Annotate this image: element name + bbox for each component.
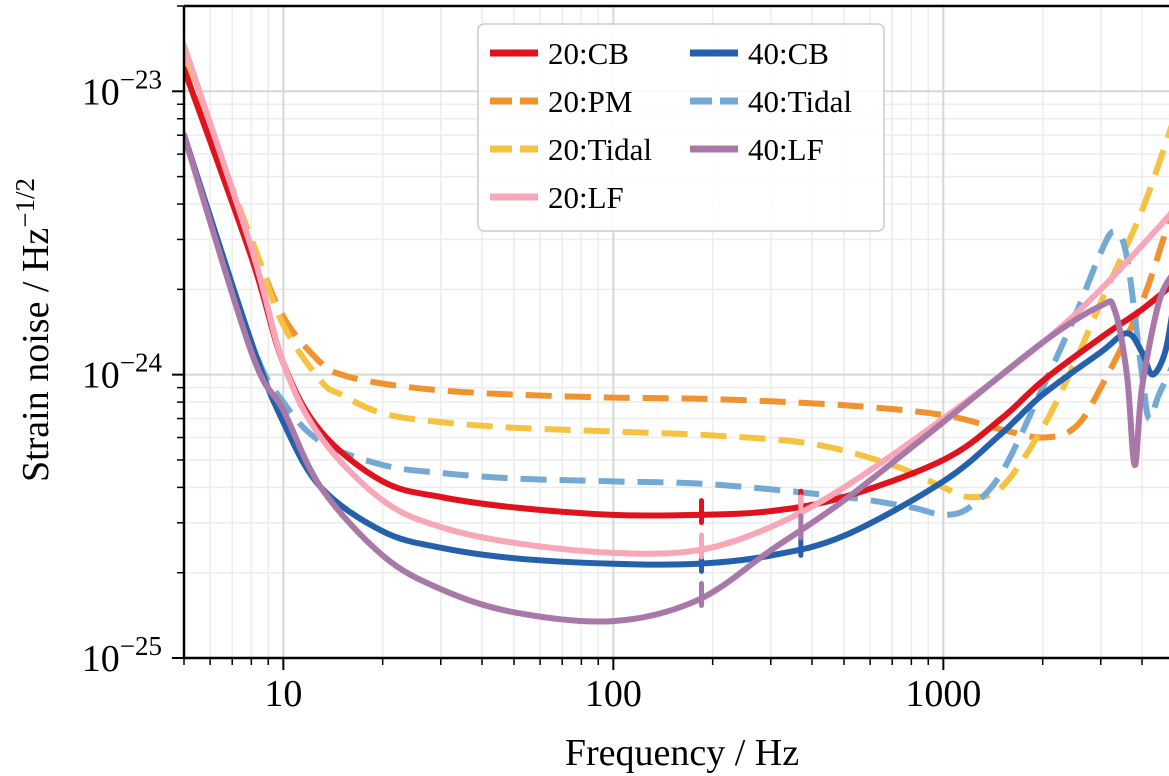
legend-box: [477, 23, 885, 232]
series-line-20-pm: [184, 57, 1169, 441]
x-tick-label: 1000: [905, 673, 981, 715]
legend-label: 20:Tidal: [548, 132, 652, 167]
y-tick-label-base: 10: [82, 638, 120, 680]
y-tick-label-exponent: −23: [120, 64, 162, 94]
y-tick-label: 10−23: [82, 64, 162, 113]
y-axis-label-exponent: −1/2: [10, 178, 40, 228]
y-tick-label-exponent: −25: [120, 631, 162, 661]
y-tick-label-exponent: −24: [120, 348, 163, 378]
y-tick-label-base: 10: [82, 71, 120, 113]
y-tick-label: 10−25: [82, 631, 162, 680]
series-line-40-lf: [184, 132, 1169, 625]
legend-label: 20:LF: [548, 180, 624, 215]
series-line-40-cb: [184, 132, 1169, 568]
legend-label: 20:CB: [548, 36, 629, 71]
legend-label: 40:Tidal: [748, 84, 852, 119]
x-tick-label: 10: [264, 673, 302, 715]
legend-label: 20:PM: [548, 84, 632, 119]
axes: [182, 4, 1169, 660]
series-line-20-tidal: [184, 57, 1169, 501]
x-tick-labels: 10 100 1000: [264, 673, 981, 715]
legend: 20:CB 20:PM 20:Tidal 20:LF 40:CB 40:Tidal 40:L…: [477, 23, 885, 232]
x-axis-label: Frequency / Hz: [565, 732, 799, 774]
y-axis-label-main: Strain noise / Hz: [15, 228, 57, 482]
tick-marks: [172, 5, 1143, 670]
legend-label: 40:CB: [748, 36, 829, 71]
y-axis-label: Strain noise / Hz−1/2: [10, 178, 57, 482]
legend-label: 40:LF: [748, 132, 824, 167]
y-tick-label: 10−24: [82, 348, 163, 397]
x-tick-label: 100: [585, 673, 642, 715]
y-tick-label-base: 10: [82, 355, 120, 397]
series-layer: [184, 42, 1169, 625]
